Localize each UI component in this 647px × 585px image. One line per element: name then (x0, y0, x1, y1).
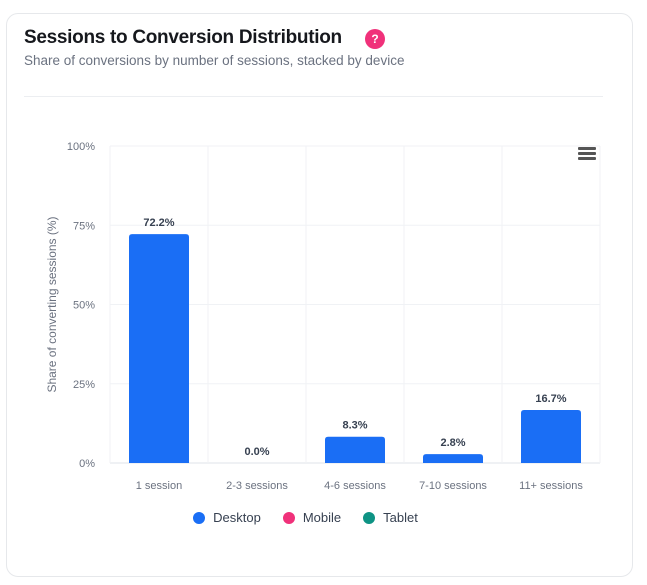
legend-item-desktop[interactable]: Desktop (193, 510, 261, 525)
help-icon[interactable]: ? (365, 29, 385, 49)
legend-label: Tablet (383, 510, 418, 525)
x-tick-label: 1 session (136, 480, 182, 492)
y-tick-label: 100% (67, 141, 95, 153)
data-label: 0.0% (244, 446, 269, 458)
legend-dot-icon (193, 511, 206, 524)
bar-desktop (325, 436, 385, 463)
legend-label: Mobile (302, 510, 342, 525)
legend-dot-icon (282, 511, 295, 524)
divider (24, 96, 603, 97)
chart-title: Sessions to Conversion Distribution (24, 27, 342, 48)
y-tick-label: 25% (73, 379, 95, 391)
y-tick-label: 50% (73, 300, 95, 312)
data-label: 16.7% (535, 393, 566, 405)
chart-menu-icon[interactable] (578, 147, 596, 161)
x-tick-label: 11+ sessions (519, 480, 583, 492)
data-label: 2.8% (440, 437, 465, 449)
x-tick-label: 2-3 sessions (226, 480, 288, 492)
chart-subtitle: Share of conversions by number of sessio… (24, 53, 405, 68)
y-tick-label: 0% (79, 458, 95, 470)
y-tick-label: 75% (73, 220, 95, 232)
legend-item-tablet[interactable]: Tablet (363, 510, 418, 525)
legend-label: Desktop (213, 510, 261, 525)
data-label: 8.3% (342, 420, 367, 432)
bar-desktop (129, 234, 189, 463)
data-label: 72.2% (143, 217, 174, 229)
bar-desktop (423, 454, 483, 463)
legend: Desktop Mobile Tablet (0, 510, 647, 525)
y-axis-label: Share of converting sessions (%) (45, 216, 59, 392)
legend-item-mobile[interactable]: Mobile (282, 510, 342, 525)
x-tick-label: 7-10 sessions (419, 480, 487, 492)
x-tick-label: 4-6 sessions (324, 480, 386, 492)
bar-desktop (521, 410, 581, 463)
legend-dot-icon (363, 511, 376, 524)
